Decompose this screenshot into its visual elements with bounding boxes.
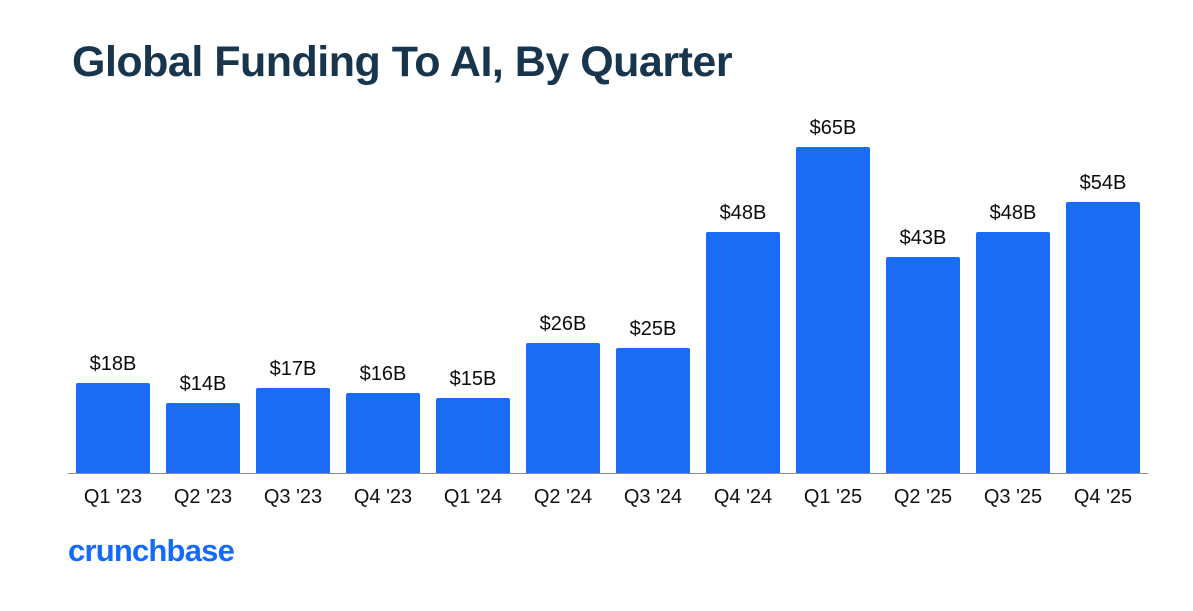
crunchbase-logo: crunchbase: [68, 533, 235, 568]
x-axis-label: Q1 '23: [83, 486, 143, 508]
bar: [1065, 202, 1141, 473]
bar-group: $18B: [68, 110, 158, 473]
bar: [885, 257, 961, 473]
bar-group: $43B: [878, 110, 968, 473]
plot-area: $18B $14B $17B $16B $15B $26B $25B $48B $65B $43B…: [68, 110, 1148, 474]
bar-value-label: $54B: [1079, 172, 1127, 194]
bar-value-label: $18B: [89, 353, 137, 375]
bar-value-label: $15B: [449, 368, 497, 390]
bar: [165, 403, 241, 473]
bar-value-label: $17B: [269, 358, 317, 380]
bar-value-label: $16B: [359, 363, 407, 385]
bar: [75, 383, 151, 473]
bar-group: $17B: [248, 110, 338, 473]
bar-value-label: $48B: [989, 202, 1037, 224]
bar-value-label: $14B: [179, 373, 227, 395]
bar-value-label: $48B: [719, 202, 767, 224]
x-axis-label: Q4 '23: [353, 486, 413, 508]
bar-group: $26B: [518, 110, 608, 473]
bar: [705, 232, 781, 473]
x-axis-label: Q2 '24: [533, 486, 593, 508]
x-axis-label: Q2 '25: [893, 486, 953, 508]
bar-value-label: $43B: [899, 227, 947, 249]
bar-group: $65B: [788, 110, 878, 473]
x-axis-label: Q2 '23: [173, 486, 233, 508]
x-axis-label: Q4 '25: [1073, 486, 1133, 508]
bar-value-label: $65B: [809, 117, 857, 139]
bar-group: $48B: [968, 110, 1058, 473]
bar: [255, 388, 331, 473]
x-axis-label: Q1 '24: [443, 486, 503, 508]
bar-value-label: $25B: [629, 318, 677, 340]
bar-group: $48B: [698, 110, 788, 473]
x-axis-label: Q4 '24: [713, 486, 773, 508]
bar-group: $54B: [1058, 110, 1148, 473]
x-axis-label: Q3 '25: [983, 486, 1043, 508]
chart-title: Global Funding To AI, By Quarter: [72, 38, 733, 86]
x-axis-label: Q1 '25: [803, 486, 863, 508]
bar: [435, 398, 511, 473]
bar-value-label: $26B: [539, 313, 587, 335]
bar-chart: $18B $14B $17B $16B $15B $26B $25B $48B $65B $43B…: [68, 110, 1148, 509]
x-axis-label: Q3 '23: [263, 486, 323, 508]
bar: [615, 348, 691, 473]
bar: [795, 147, 871, 473]
x-axis-label: Q3 '24: [623, 486, 683, 508]
bar: [345, 393, 421, 473]
x-axis: Q1 '23 Q2 '23 Q3 '23 Q4 '23 Q1 '24 Q2 '24 Q3 '…: [68, 474, 1148, 509]
bar-group: $14B: [158, 110, 248, 473]
bar-group: $25B: [608, 110, 698, 473]
bar-group: $15B: [428, 110, 518, 473]
bar-group: $16B: [338, 110, 428, 473]
bar: [525, 343, 601, 473]
bar: [975, 232, 1051, 473]
